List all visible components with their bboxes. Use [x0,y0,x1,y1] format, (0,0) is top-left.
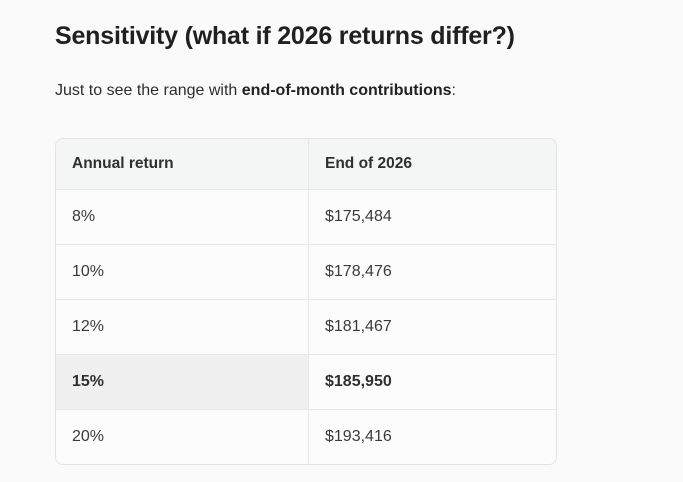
table-header-row: Annual return End of 2026 [56,138,556,189]
intro-text: Just to see the range with end-of-month … [55,81,683,101]
table-row: 12% $181,467 [56,298,556,354]
cell-annual-return: 8% [56,188,309,244]
intro-bold-phrase: end-of-month contributions [241,81,452,99]
cell-end-value: $185,950 [309,353,556,409]
table-row: 15% $185,950 [56,353,556,409]
col-header-annual-return: Annual return [56,138,309,189]
document-body: Sensitivity (what if 2026 returns differ… [55,22,683,465]
cell-annual-return: 10% [56,243,309,299]
table-row: 20% $193,416 [56,408,556,464]
intro-suffix: : [451,81,456,99]
table-row: 10% $178,476 [56,243,556,299]
cell-end-value: $193,416 [309,408,556,464]
cell-end-value: $175,484 [309,188,556,244]
cell-annual-return: 20% [56,408,309,464]
col-header-end-of-2026: End of 2026 [309,138,556,189]
sensitivity-table: Annual return End of 2026 8% $175,484 10… [55,137,557,465]
intro-prefix: Just to see the range with [55,81,242,99]
cell-end-value: $178,476 [309,243,556,299]
cell-annual-return: 15% [56,353,309,409]
page-title: Sensitivity (what if 2026 returns differ… [55,22,515,50]
table-row: 8% $175,484 [56,188,556,244]
cell-end-value: $181,467 [309,298,556,354]
cell-annual-return: 12% [56,298,309,354]
